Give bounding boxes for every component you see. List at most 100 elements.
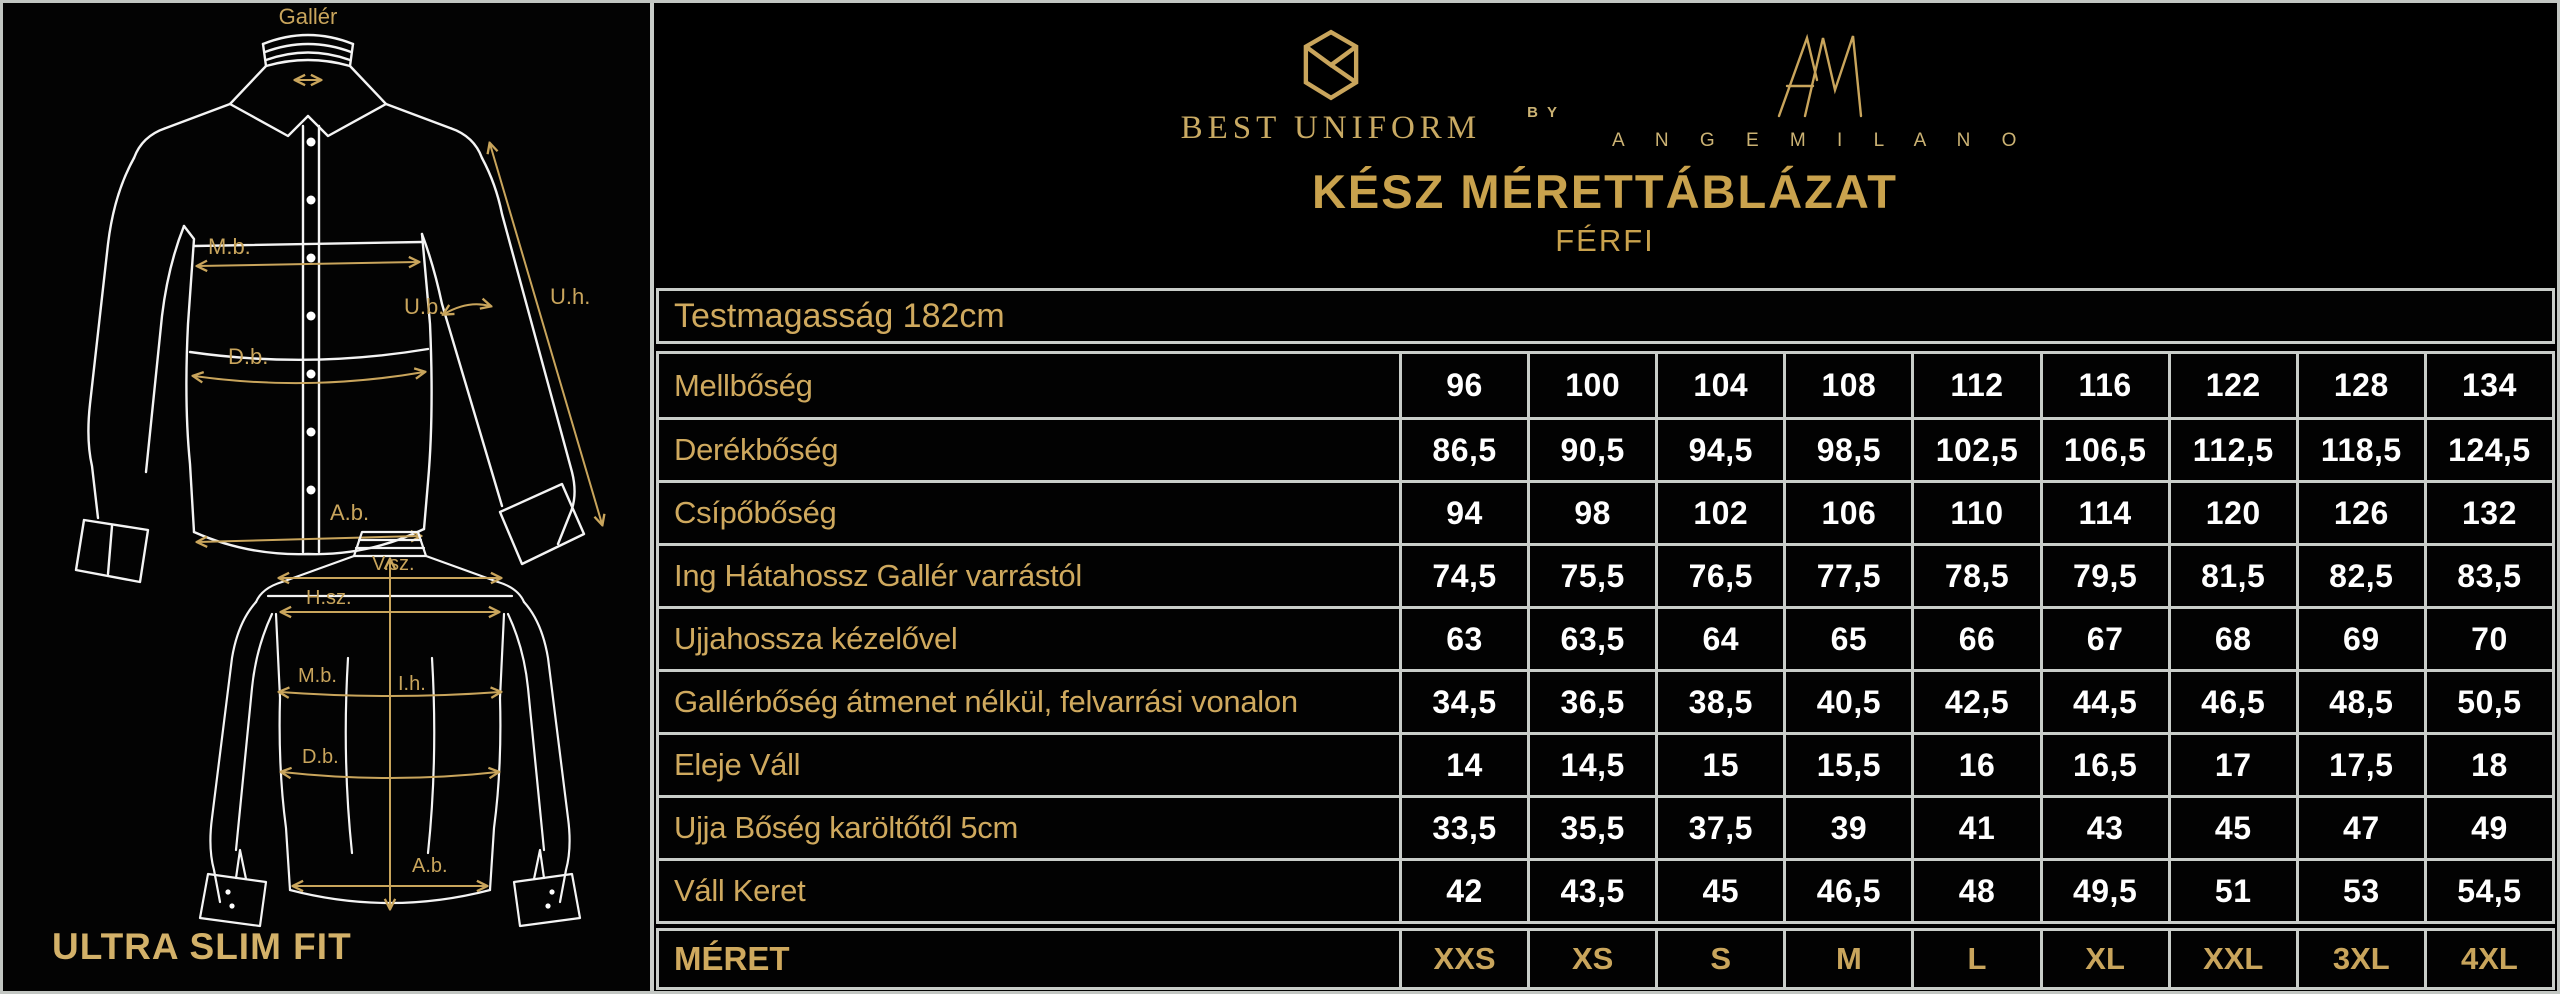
measurement-value-cell: 45: [1655, 858, 1784, 921]
measurement-value-cell: 79,5: [2039, 543, 2168, 606]
back-label-back-width: H.sz.: [306, 587, 352, 609]
measurement-value-cell: 49: [2423, 795, 2552, 858]
measurement-value-cell: 34,5: [1399, 669, 1528, 732]
measurement-value-cell: 98,5: [1783, 417, 1912, 480]
measurement-value-cell: 94: [1399, 480, 1528, 543]
measurement-value-cell: 15: [1655, 732, 1784, 795]
measurement-value-cell: 45: [2167, 795, 2296, 858]
size-cell: XS: [1527, 931, 1655, 987]
shirt-front-measures: [194, 80, 602, 542]
diagram-panel: Gallér M.b. D.b. A.b. U.b. U.h.: [0, 0, 653, 994]
measurement-row-label: Mellbőség: [674, 367, 813, 403]
measurement-value-cell: 42: [1399, 858, 1528, 921]
size-table: Mellbőség 96 100 104 108 112 116 122 128 134 Derék…: [656, 351, 2555, 924]
measurement-value-cell: 41: [1911, 795, 2040, 858]
page-title: KÉSZ MÉRETTÁBLÁZAT: [1311, 165, 1899, 218]
measurement-value-cell: 48,5: [2295, 669, 2424, 732]
measurement-value-cell: 98: [1527, 480, 1656, 543]
front-label-sleeve-length: U.h.: [550, 284, 590, 309]
measurement-row-label: Eleje Váll: [659, 732, 1399, 795]
measurement-value-cell: 46,5: [2167, 669, 2296, 732]
size-cell: L: [1911, 931, 2039, 987]
measurement-value-cell: 43,5: [1527, 858, 1656, 921]
measurement-value-cell: 112: [1911, 354, 2039, 417]
measurement-value-cell: 44,5: [2039, 669, 2168, 732]
shirt-back-diagram: V.sz. H.sz. M.b. I.h. D.b. A.b.: [198, 530, 582, 928]
measurement-value-cell: 102,5: [1911, 417, 2040, 480]
back-label-back-length: I.h.: [398, 673, 426, 695]
measurement-value-cell: 36,5: [1527, 669, 1656, 732]
measurement-value-cell: 50,5: [2423, 669, 2552, 732]
measurement-row-label: Gallérbőség átmenet nélkül, felvarrási v…: [659, 669, 1399, 732]
front-label-waist: D.b.: [228, 344, 268, 369]
measurement-value-cell: 63: [1399, 606, 1528, 669]
measurement-value-cell: 51: [2167, 858, 2296, 921]
measurement-value-cell: 112,5: [2167, 417, 2296, 480]
measurement-value-cell: 106: [1783, 480, 1912, 543]
back-label-chest: M.b.: [298, 665, 337, 687]
size-cell: M: [1783, 931, 1911, 987]
measurement-value-cell: 116: [2039, 354, 2168, 417]
measurement-value-cell: 102: [1655, 480, 1784, 543]
front-label-sleeve-width: U.b.: [404, 294, 444, 319]
front-label-collar: Gallér: [279, 4, 338, 29]
measurement-value-cell: 15,5: [1783, 732, 1912, 795]
shirt-front-buttons: [306, 137, 316, 495]
best-uniform-hexagon-logo-icon: [1303, 29, 1359, 101]
measurement-value-cell: 48: [1911, 858, 2040, 921]
shirt-back-outline: [198, 530, 582, 928]
panel-divider: [650, 0, 654, 994]
measurement-value-cell: 38,5: [1655, 669, 1784, 732]
shirt-back-cuff-buttons: [225, 889, 555, 909]
size-cell: XXL: [2167, 931, 2296, 987]
measurement-value-cell: 114: [2039, 480, 2168, 543]
measurement-row-label: Ujjahossza kézelővel: [659, 606, 1399, 669]
measurement-value-cell: 64: [1655, 606, 1784, 669]
measurement-value-cell: 40,5: [1783, 669, 1912, 732]
measurement-value-cell: 67: [2039, 606, 2168, 669]
measurement-value-cell: 132: [2423, 480, 2552, 543]
body-height-label: Testmagasság 182cm: [674, 296, 1005, 335]
measurement-value-cell: 39: [1783, 795, 1912, 858]
measurement-value-cell: 82,5: [2295, 543, 2424, 606]
measurement-value-cell: 134: [2423, 354, 2552, 417]
measurement-value-cell: 33,5: [1399, 795, 1528, 858]
measurement-value-cell: 126: [2295, 480, 2424, 543]
size-cell: XL: [2039, 931, 2168, 987]
measurement-value-cell: 90,5: [1527, 417, 1656, 480]
measurement-value-cell: 43: [2039, 795, 2168, 858]
measurement-value-cell: 35,5: [1527, 795, 1656, 858]
shirt-front-outline: [74, 33, 586, 584]
measurement-value-cell: 68: [2167, 606, 2296, 669]
measurement-row-label: Váll Keret: [659, 858, 1399, 921]
measurement-value-cell: 106,5: [2039, 417, 2168, 480]
measurement-value-cell: 86,5: [1399, 417, 1528, 480]
size-cell: 3XL: [2295, 931, 2424, 987]
measurement-value-cell: 66: [1911, 606, 2040, 669]
measurement-value-cell: 120: [2167, 480, 2296, 543]
measurement-value-cell: 70: [2423, 606, 2552, 669]
measurement-value-cell: 78,5: [1911, 543, 2040, 606]
measurement-value-cell: 14,5: [1527, 732, 1656, 795]
brand-header: BEST UNIFORM BY A N G E M I L A N O KÉSZ…: [656, 0, 2554, 286]
ange-milano-brand: A N G E M I L A N O: [1612, 28, 2029, 152]
measurement-value-cell: 69: [2295, 606, 2424, 669]
measurement-row-label: Ujja Bőség karöltőtől 5cm: [659, 795, 1399, 858]
measurement-value-cell: 94,5: [1655, 417, 1784, 480]
measurement-value-cell: 96: [1399, 354, 1527, 417]
measurement-value-cell: 104: [1655, 354, 1783, 417]
measurement-value-cell: 118,5: [2295, 417, 2424, 480]
shirt-front-diagram: Gallér M.b. D.b. A.b. U.b. U.h.: [74, 4, 638, 584]
measurement-value-cell: 122: [2167, 354, 2296, 417]
measurement-value-cell: 75,5: [1527, 543, 1656, 606]
back-label-shoulder-width: V.sz.: [372, 553, 415, 575]
measurement-value-cell: 49,5: [2039, 858, 2168, 921]
fit-style-label: ULTRA SLIM FIT: [52, 926, 352, 967]
brand-row: BEST UNIFORM BY A N G E M I L A N O: [1181, 28, 2030, 152]
measurement-value-cell: 17,5: [2295, 732, 2424, 795]
measurement-value-cell: 108: [1783, 354, 1911, 417]
measurement-value-cell: 77,5: [1783, 543, 1912, 606]
ange-milano-wordmark: A N G E M I L A N O: [1612, 130, 2030, 151]
measurement-value-cell: 63,5: [1527, 606, 1656, 669]
size-cell: XXS: [1399, 931, 1527, 987]
